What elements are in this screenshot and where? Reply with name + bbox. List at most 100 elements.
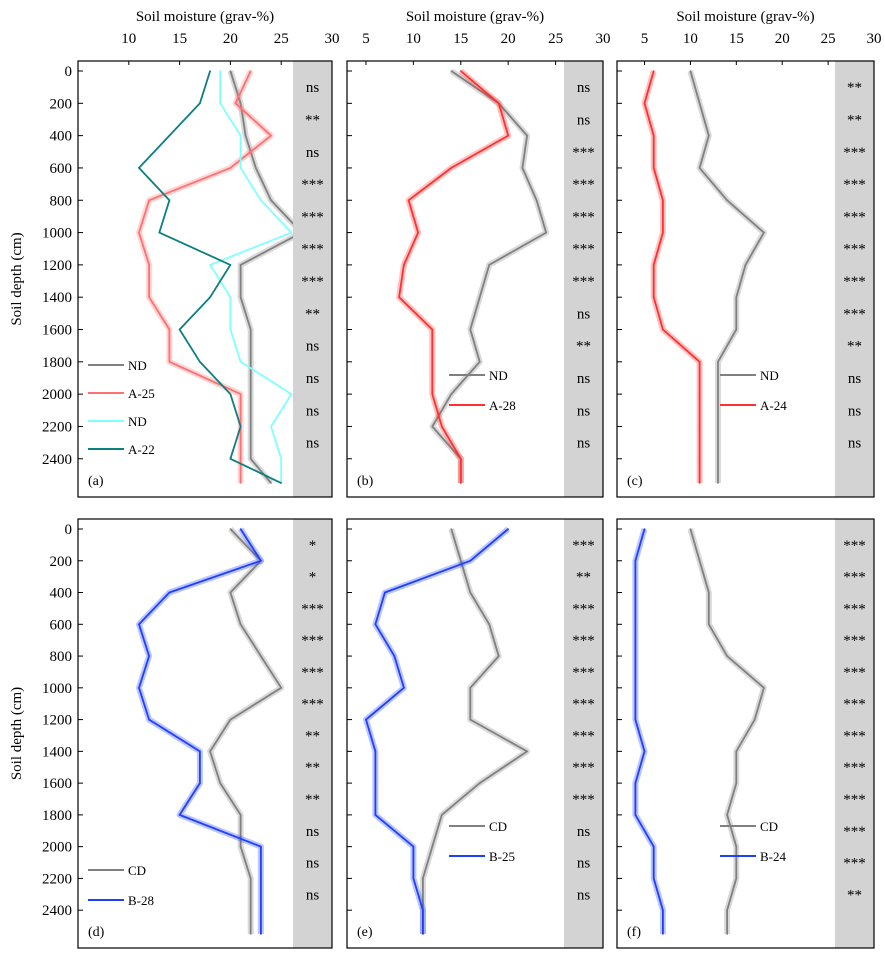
data-point (229, 718, 232, 721)
significance-label: ns (577, 887, 591, 903)
data-point (545, 231, 547, 234)
panel-letter: (e) (357, 925, 373, 940)
data-point (707, 134, 710, 137)
significance-label: ns (306, 80, 320, 96)
data-point (469, 687, 472, 689)
panel-letter: (f) (627, 925, 641, 940)
data-point (469, 559, 472, 562)
data-point (450, 528, 453, 530)
data-point (148, 718, 150, 721)
x-tick-label: 15 (172, 31, 187, 47)
data-point (469, 591, 472, 594)
data-point (229, 528, 232, 530)
y-tick-label: 1200 (42, 713, 72, 729)
x-tick-label: 25 (274, 31, 289, 47)
data-point (158, 231, 161, 234)
data-point (662, 231, 664, 234)
data-point (407, 199, 410, 202)
y-axis-title: Soil depth (cm) (9, 687, 25, 780)
data-point (735, 877, 738, 880)
data-point (365, 718, 367, 721)
significance-strip (293, 61, 332, 497)
significance-label: ** (847, 80, 862, 96)
data-point (138, 623, 140, 626)
data-point (280, 687, 283, 689)
data-point (662, 933, 664, 935)
significance-label: *** (843, 177, 866, 193)
data-point (431, 328, 434, 331)
data-point (229, 457, 232, 460)
legend-label: B-25 (489, 849, 515, 864)
y-tick-label: 2200 (42, 419, 72, 435)
y-tick-label: 400 (50, 129, 73, 145)
data-point (417, 231, 419, 234)
data-point (698, 102, 701, 105)
x-tick-label: 30 (596, 31, 611, 47)
data-point (662, 328, 664, 331)
data-point (735, 296, 738, 298)
significance-label: *** (301, 209, 324, 225)
data-point (239, 134, 242, 137)
data-point (689, 528, 692, 530)
x-tick-label: 10 (683, 31, 698, 47)
data-point (497, 655, 500, 657)
significance-label: ns (306, 856, 320, 872)
data-point (431, 393, 434, 395)
data-point (219, 102, 222, 105)
data-point (249, 328, 252, 331)
y-tick-label: 400 (50, 586, 73, 602)
panel-a: 0 200 400 600 800 1000 1200 1400 1600 1800 2000 220… (9, 9, 340, 498)
data-point (199, 102, 201, 105)
panel-frame (616, 518, 875, 949)
data-point (717, 457, 719, 460)
data-point (735, 782, 738, 784)
data-point (441, 425, 443, 428)
data-point (726, 199, 728, 202)
x-tick-label: 5 (362, 31, 370, 47)
x-tick-label: 25 (821, 31, 836, 47)
series-line-a-25 (138, 70, 272, 483)
data-point (229, 70, 232, 72)
significance-label: *** (843, 570, 866, 586)
y-tick-label: 1600 (42, 776, 72, 792)
data-point (374, 623, 377, 626)
data-point (422, 877, 424, 880)
significance-label: *** (301, 665, 324, 681)
y-tick-label: 200 (50, 554, 73, 570)
series-line-cd (422, 528, 528, 934)
significance-label: *** (301, 242, 324, 258)
data-point (526, 134, 528, 137)
significance-label: *** (843, 209, 866, 225)
data-point (229, 591, 232, 594)
significance-label: ** (305, 792, 320, 808)
data-point (260, 655, 262, 657)
data-point (239, 814, 242, 816)
data-point (735, 750, 738, 753)
significance-strip (835, 61, 874, 497)
data-point (652, 845, 655, 848)
panel-frame (346, 518, 604, 949)
data-point (689, 70, 692, 72)
data-point (239, 361, 242, 363)
data-point (209, 264, 211, 266)
data-point (431, 425, 434, 428)
significance-label: *** (843, 728, 866, 744)
data-point (249, 457, 252, 460)
data-point (412, 845, 415, 848)
panel-letter: (a) (88, 474, 104, 489)
x-tick-label: 15 (729, 31, 744, 47)
data-point (280, 482, 283, 484)
data-point (239, 845, 242, 848)
panel-frame (77, 518, 333, 949)
data-point (239, 393, 242, 395)
data-point (249, 393, 252, 395)
data-point (168, 361, 171, 363)
series-line-b-24 (634, 528, 664, 934)
data-point (488, 623, 491, 626)
data-point (148, 655, 150, 657)
data-point (148, 199, 150, 202)
data-point (652, 167, 655, 169)
series-band-b-28 (136, 527, 264, 934)
significance-label: ** (847, 112, 862, 128)
